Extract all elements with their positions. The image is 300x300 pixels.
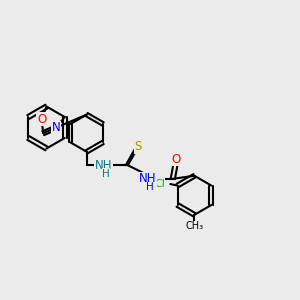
Text: H: H bbox=[146, 182, 154, 192]
Text: O: O bbox=[172, 153, 181, 166]
Text: N: N bbox=[52, 121, 61, 134]
Text: NH: NH bbox=[94, 159, 112, 172]
Text: Cl: Cl bbox=[154, 179, 165, 189]
Text: CH₃: CH₃ bbox=[185, 221, 203, 231]
Text: NH: NH bbox=[139, 172, 156, 185]
Text: H: H bbox=[102, 169, 110, 179]
Text: S: S bbox=[135, 140, 142, 153]
Text: O: O bbox=[37, 113, 46, 126]
